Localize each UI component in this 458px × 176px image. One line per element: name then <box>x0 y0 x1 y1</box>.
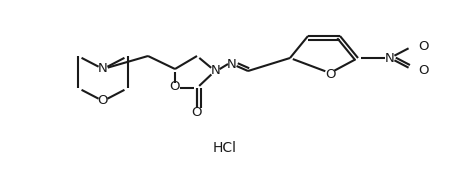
Text: O: O <box>418 64 429 77</box>
Text: O: O <box>326 68 336 80</box>
Text: O: O <box>169 80 179 93</box>
Text: HCl: HCl <box>213 141 237 155</box>
Text: O: O <box>418 39 429 52</box>
Text: O: O <box>98 95 108 108</box>
Text: O: O <box>192 106 202 120</box>
Text: N: N <box>211 64 221 77</box>
Text: N: N <box>98 62 108 76</box>
Text: N: N <box>385 52 395 64</box>
Text: N: N <box>227 58 237 71</box>
